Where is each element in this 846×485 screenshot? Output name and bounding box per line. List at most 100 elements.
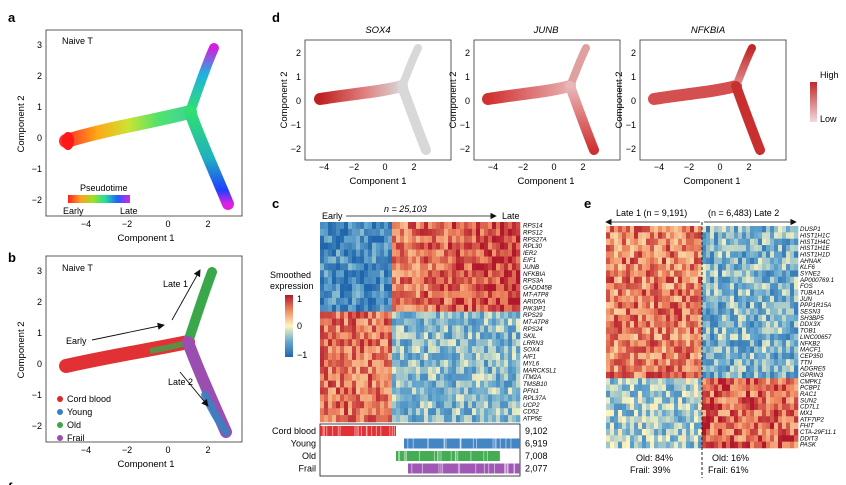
- heatmap-cell: [642, 295, 647, 303]
- heatmap-cell: [456, 380, 461, 388]
- heatmap-cell: [344, 242, 349, 250]
- heatmap-cell: [392, 339, 397, 347]
- heatmap-cell: [440, 284, 445, 292]
- heatmap-cell: [504, 222, 509, 230]
- heatmap-cell: [770, 403, 775, 411]
- heatmap-cell: [662, 441, 667, 449]
- heatmap-cell: [658, 314, 663, 322]
- heatmap-cell: [734, 340, 739, 347]
- heatmap-cell: [444, 401, 449, 409]
- heatmap-cell: [468, 263, 473, 271]
- heatmap-cell: [504, 387, 509, 395]
- heatmap-cell: [710, 397, 715, 404]
- heatmap-cell: [388, 284, 393, 292]
- heatmap-cell: [436, 277, 441, 285]
- heatmap-cell: [504, 415, 509, 423]
- legend-early: Early: [63, 206, 84, 216]
- heatmap-cell: [698, 435, 703, 442]
- heatmap-cell: [746, 308, 751, 316]
- heatmap-cell: [332, 339, 337, 347]
- heatmap-cell: [372, 277, 377, 285]
- heatmap-cell: [730, 403, 735, 411]
- heatmap-cell: [726, 276, 731, 284]
- heatmap-cell: [726, 321, 731, 328]
- heatmap-cell: [714, 264, 719, 271]
- heatmap-cell: [444, 311, 449, 319]
- heatmap-cell: [694, 314, 699, 322]
- plot-frame: [304, 39, 452, 161]
- heatmap-cell: [324, 235, 329, 243]
- heatmap-cell: [738, 232, 743, 239]
- heatmap-cell: [766, 340, 771, 347]
- heatmap-cell: [516, 387, 521, 395]
- heatmap-cell: [678, 428, 683, 436]
- heatmap-cell: [336, 249, 341, 257]
- heatmap-cell: [360, 270, 365, 278]
- heatmap-cell: [762, 340, 767, 347]
- heatmap-cell: [614, 416, 619, 423]
- heatmap-cell: [404, 359, 409, 368]
- heatmap-cell: [448, 242, 453, 250]
- heatmap-cell: [396, 325, 401, 333]
- heatmap-cell: [622, 333, 627, 341]
- heatmap-cell: [786, 340, 791, 347]
- heatmap-cell: [638, 276, 643, 284]
- heatmap-cell: [496, 263, 501, 271]
- heatmap-cell: [408, 297, 413, 306]
- heatmap-cell: [790, 352, 795, 360]
- heatmap-cell: [734, 390, 739, 398]
- heatmap-cell: [392, 256, 397, 264]
- heatmap-cell: [766, 226, 771, 233]
- heatmap-cell: [368, 290, 373, 299]
- heatmap-cell: [512, 270, 517, 278]
- heatmap-cell: [408, 228, 413, 237]
- heatmap-cell: [770, 289, 775, 297]
- heatmap-cell: [786, 308, 791, 316]
- heatmap-cell: [412, 387, 417, 395]
- heatmap-cell: [778, 397, 783, 404]
- heatmap-cell: [396, 373, 401, 381]
- heatmap-cell: [682, 226, 687, 233]
- heatmap-cell: [666, 283, 671, 290]
- heatmap-cell: [404, 353, 409, 361]
- heatmap-cell: [420, 304, 425, 312]
- heatmap-cell: [428, 222, 433, 230]
- heatmap-cell: [646, 428, 651, 436]
- group-bar-tick: [457, 451, 459, 461]
- heatmap-cell: [690, 428, 695, 436]
- heatmap-cell: [738, 397, 743, 404]
- heatmap-cell: [730, 251, 735, 259]
- heatmap-cell: [436, 304, 441, 312]
- heatmap-cell: [658, 251, 663, 259]
- heatmap-cell: [654, 397, 659, 404]
- heatmap-cell: [428, 277, 433, 285]
- heatmap-cell: [674, 245, 679, 252]
- heatmap-cell: [678, 245, 683, 252]
- heatmap-cell: [698, 283, 703, 290]
- heatmap-cell: [730, 435, 735, 442]
- heatmap-cell: [492, 366, 497, 375]
- heatmap-cell: [654, 270, 659, 278]
- heatmap-cell: [718, 384, 723, 392]
- heatmap-cell: [690, 403, 695, 411]
- heatmap-cell: [754, 346, 759, 354]
- heatmap-cell: [384, 346, 389, 354]
- heatmap-cell: [420, 263, 425, 271]
- heatmap-cell: [456, 222, 461, 230]
- heatmap-cell: [432, 325, 437, 333]
- heatmap-e: [606, 226, 799, 449]
- heatmap-cell: [472, 263, 477, 271]
- heatmap-cell: [340, 222, 345, 230]
- group-bar-tick: [380, 426, 382, 436]
- heatmap-cell: [384, 325, 389, 333]
- plot-frame: [639, 39, 787, 161]
- heatmap-cell: [674, 289, 679, 297]
- heatmap-cell: [508, 249, 513, 257]
- heatmap-cell: [504, 366, 509, 375]
- heatmap-cell: [516, 311, 521, 319]
- heatmap-cell: [468, 304, 473, 312]
- heatmap-cell: [348, 290, 353, 299]
- heatmap-cell: [460, 311, 465, 319]
- heatmap-cell: [492, 270, 497, 278]
- heatmap-cell: [762, 264, 767, 271]
